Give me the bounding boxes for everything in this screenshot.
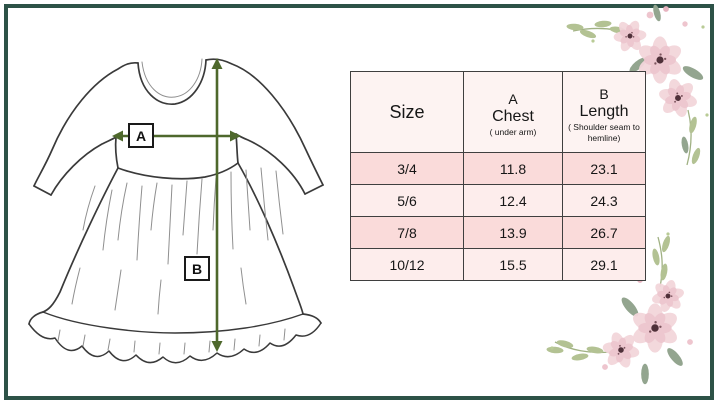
chest-cell: 12.4: [463, 184, 563, 217]
header-size: Size: [350, 71, 464, 153]
header-length: B Length ( Shoulder seam to hemline): [562, 71, 646, 153]
page-border-frame: [4, 4, 714, 400]
length-measure-label: B: [184, 256, 210, 281]
size-chart-header-row: Size A Chest ( under arm) B Length ( Sho…: [350, 71, 646, 153]
dress-outline: [28, 58, 324, 364]
header-chest-note: ( under arm): [489, 127, 537, 138]
table-row: 7/8 13.9 26.7: [350, 216, 646, 249]
measurement-arrow-b: [211, 58, 223, 352]
size-cell: 5/6: [350, 184, 464, 217]
length-cell: 26.7: [562, 216, 646, 249]
header-chest-name: Chest: [492, 108, 534, 126]
length-cell: 29.1: [562, 248, 646, 281]
table-row: 5/6 12.4 24.3: [350, 184, 646, 217]
size-cell: 10/12: [350, 248, 464, 281]
length-cell: 23.1: [562, 152, 646, 185]
header-length-name: Length: [579, 103, 629, 121]
chest-cell: 13.9: [463, 216, 563, 249]
length-measure-letter: B: [191, 260, 203, 277]
size-cell: 7/8: [350, 216, 464, 249]
header-length-note: ( Shoulder seam to hemline): [568, 122, 640, 143]
header-length-letter: B: [599, 86, 609, 103]
chest-cell: 11.8: [463, 152, 563, 185]
table-row: 10/12 15.5 29.1: [350, 248, 646, 281]
length-cell: 24.3: [562, 184, 646, 217]
header-chest: A Chest ( under arm): [463, 71, 563, 153]
chest-measure-label: A: [128, 123, 154, 148]
header-chest-letter: A: [508, 91, 518, 108]
chest-measure-letter: A: [135, 127, 147, 144]
size-cell: 3/4: [350, 152, 464, 185]
size-chart-table: Size A Chest ( under arm) B Length ( Sho…: [350, 71, 646, 281]
dress-detail-lines: [57, 58, 286, 355]
chest-cell: 15.5: [463, 248, 563, 281]
table-row: 3/4 11.8 23.1: [350, 152, 646, 185]
